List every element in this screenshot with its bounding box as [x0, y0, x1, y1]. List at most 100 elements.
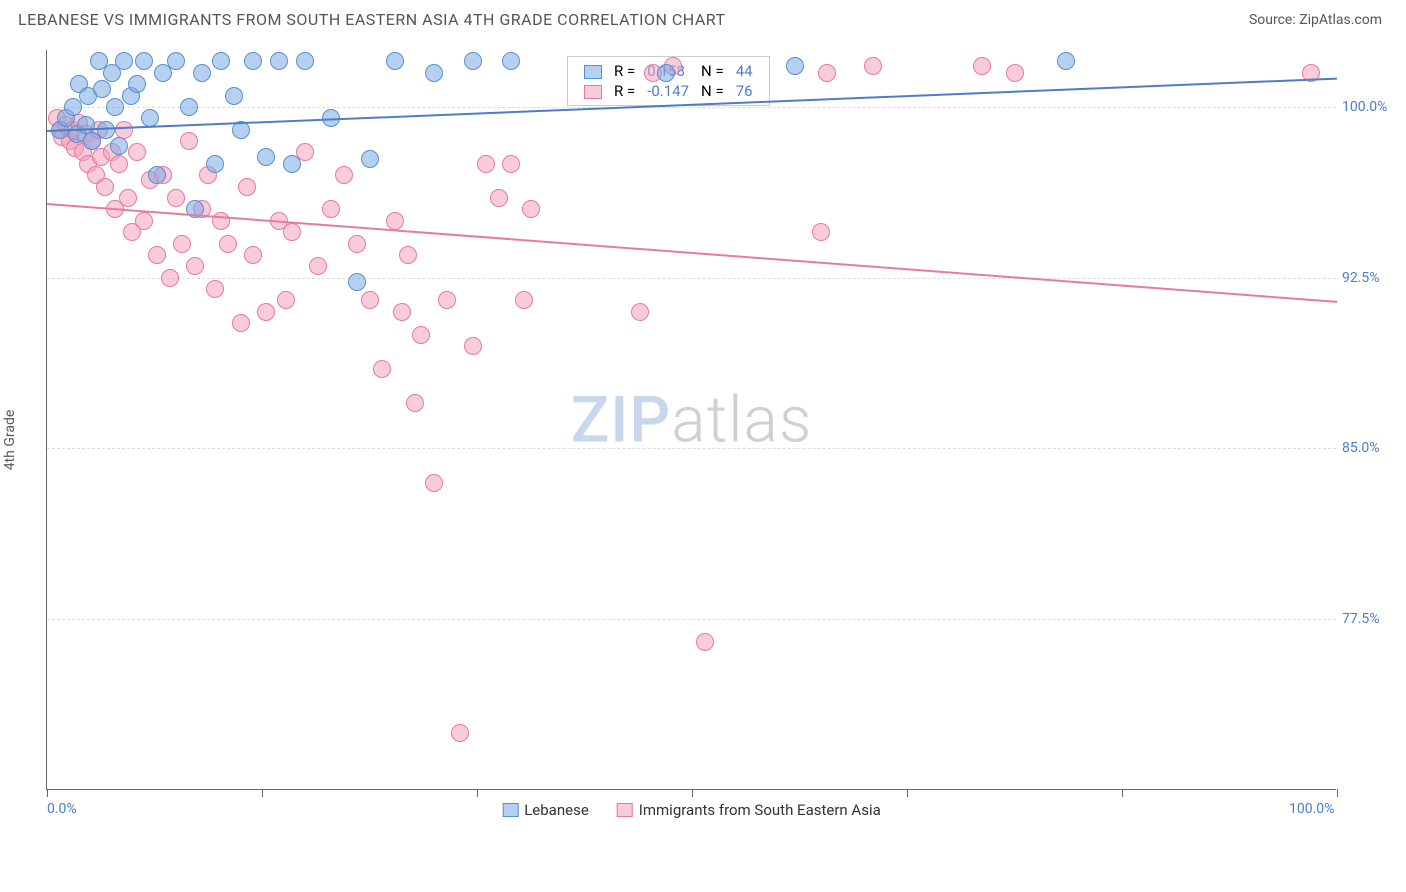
scatter-point [64, 98, 82, 116]
gridline-h [47, 448, 1336, 449]
scatter-point [283, 155, 301, 173]
legend-r-value-1: -0.147 [641, 81, 695, 101]
scatter-point [515, 291, 533, 309]
scatter-point [93, 80, 111, 98]
scatter-point [212, 212, 230, 230]
x-tick-label: 0.0% [47, 801, 77, 817]
scatter-point [309, 257, 327, 275]
y-tick-label: 92.5% [1342, 270, 1396, 286]
plot-region: ZIPatlas R = 0.158 N = 44 R = -0.147 N =… [46, 50, 1336, 790]
scatter-point [128, 75, 146, 93]
scatter-point [161, 269, 179, 287]
scatter-point [167, 189, 185, 207]
legend-swatch-0 [584, 65, 602, 79]
scatter-point [110, 137, 128, 155]
chart-title: LEBANESE VS IMMIGRANTS FROM SOUTH EASTER… [18, 10, 726, 29]
watermark-part2: atlas [671, 382, 812, 457]
scatter-point [406, 394, 424, 412]
chart-area: 4th Grade ZIPatlas R = 0.158 N = 44 R = … [46, 50, 1382, 830]
scatter-point [238, 178, 256, 196]
scatter-point [973, 57, 991, 75]
x-tick [907, 789, 908, 797]
scatter-point [257, 148, 275, 166]
x-tick [47, 789, 48, 797]
scatter-point [96, 178, 114, 196]
legend-r-label: R = [608, 81, 641, 101]
scatter-point [119, 189, 137, 207]
scatter-point [438, 291, 456, 309]
scatter-point [135, 52, 153, 70]
scatter-point [257, 303, 275, 321]
scatter-point [148, 166, 166, 184]
scatter-point [335, 166, 353, 184]
scatter-point [361, 291, 379, 309]
scatter-point [425, 474, 443, 492]
chart-source: Source: ZipAtlas.com [1249, 12, 1382, 28]
x-tick-label: 100.0% [1289, 801, 1334, 817]
scatter-point [502, 155, 520, 173]
scatter-point [296, 52, 314, 70]
scatter-point [148, 246, 166, 264]
scatter-point [657, 64, 675, 82]
scatter-point [270, 52, 288, 70]
gridline-h [47, 619, 1336, 620]
x-tick [477, 789, 478, 797]
scatter-point [490, 189, 508, 207]
legend-n-label: N = [695, 61, 730, 81]
x-tick [1122, 789, 1123, 797]
scatter-point [115, 52, 133, 70]
series-label-1: Immigrants from South Eastern Asia [639, 801, 881, 819]
scatter-point [864, 57, 882, 75]
scatter-point [232, 314, 250, 332]
scatter-point [464, 52, 482, 70]
scatter-point [219, 235, 237, 253]
scatter-point [1006, 64, 1024, 82]
scatter-point [225, 87, 243, 105]
series-legend-item-1: Immigrants from South Eastern Asia [617, 801, 881, 819]
legend-r-label: R = [608, 61, 641, 81]
scatter-point [477, 155, 495, 173]
scatter-point [786, 57, 804, 75]
legend-swatch-1 [584, 85, 602, 99]
x-tick [1337, 789, 1338, 797]
scatter-point [322, 200, 340, 218]
scatter-point [502, 52, 520, 70]
legend-n-value-0: 44 [730, 61, 759, 81]
y-tick-label: 85.0% [1342, 440, 1396, 456]
scatter-point [386, 52, 404, 70]
scatter-point [348, 273, 366, 291]
scatter-point [386, 212, 404, 230]
x-tick [692, 789, 693, 797]
y-tick-label: 100.0% [1342, 99, 1396, 115]
scatter-point [110, 155, 128, 173]
series-swatch-1 [617, 803, 633, 817]
scatter-point [373, 360, 391, 378]
scatter-point [106, 98, 124, 116]
scatter-point [283, 223, 301, 241]
series-legend-item-0: Lebanese [502, 801, 589, 819]
scatter-point [1057, 52, 1075, 70]
trend-line [47, 203, 1337, 303]
scatter-point [812, 223, 830, 241]
scatter-point [186, 257, 204, 275]
y-tick-label: 77.5% [1342, 611, 1396, 627]
scatter-point [451, 724, 469, 742]
y-axis-title: 4th Grade [2, 410, 18, 471]
watermark-part1: ZIP [571, 382, 672, 457]
legend-row-1: R = -0.147 N = 76 [578, 81, 759, 101]
scatter-point [399, 246, 417, 264]
scatter-point [361, 150, 379, 168]
scatter-point [173, 235, 191, 253]
chart-header: LEBANESE VS IMMIGRANTS FROM SOUTH EASTER… [0, 0, 1406, 33]
series-swatch-0 [502, 803, 518, 817]
scatter-point [180, 98, 198, 116]
scatter-point [244, 246, 262, 264]
x-tick [262, 789, 263, 797]
scatter-point [135, 212, 153, 230]
series-label-0: Lebanese [524, 801, 589, 819]
scatter-point [167, 52, 185, 70]
scatter-point [128, 143, 146, 161]
scatter-point [631, 303, 649, 321]
scatter-point [206, 280, 224, 298]
scatter-point [193, 64, 211, 82]
